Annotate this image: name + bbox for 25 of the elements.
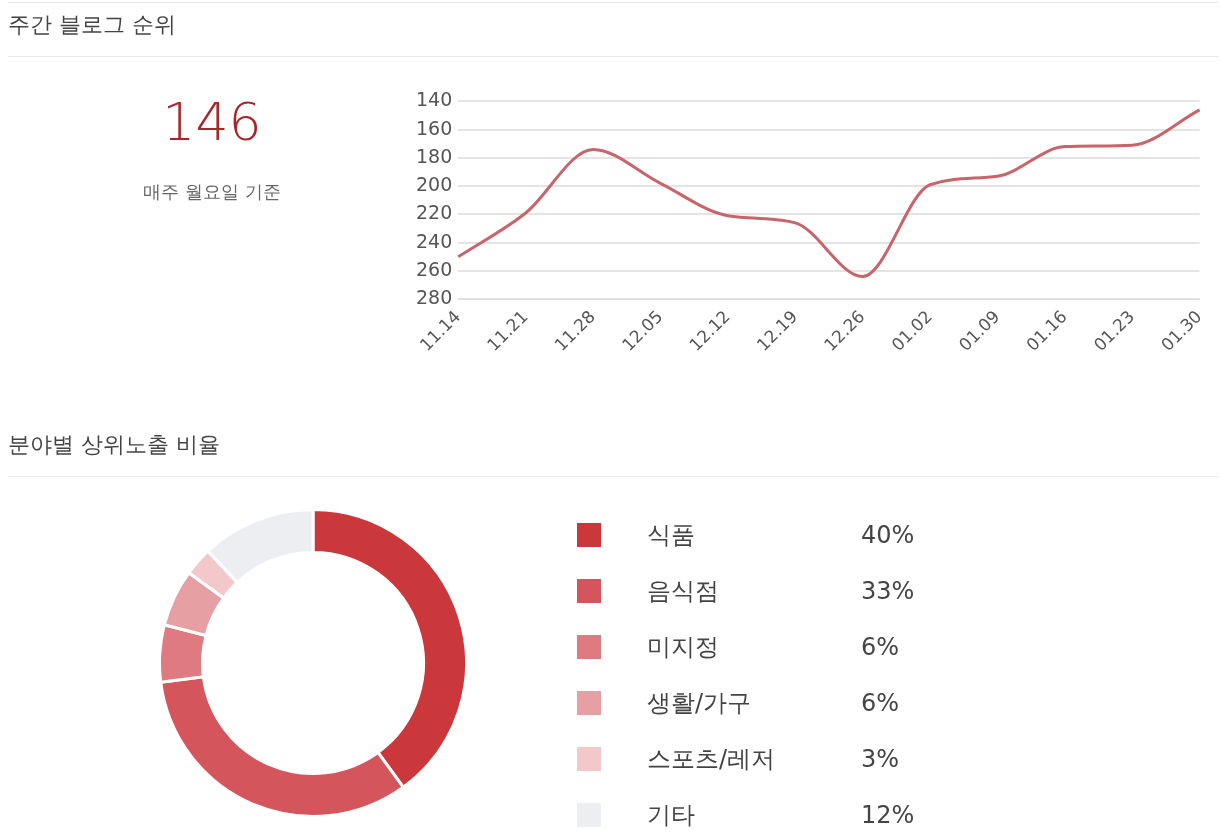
y-tick-label: 140: [416, 88, 453, 111]
y-tick-label: 240: [416, 229, 453, 252]
data-label: 33%: [861, 577, 915, 605]
chart-title: 분야별 상위노출 비율: [8, 431, 220, 459]
legend-label: 미지정: [646, 632, 720, 663]
data-label: 6%: [861, 689, 900, 717]
y-tick-label: 200: [416, 173, 453, 196]
y-tick-label: 260: [416, 257, 453, 280]
legend-label: 생활/가구: [646, 688, 753, 719]
y-tick-label: 220: [416, 201, 453, 224]
text: 146: [161, 92, 263, 152]
y-tick-label: 180: [416, 144, 453, 167]
legend-label: 스포츠/레저: [646, 744, 777, 775]
data-label: 3%: [861, 745, 900, 773]
data-label: 6%: [861, 633, 900, 661]
text: 매주 월요일 기준: [142, 180, 282, 204]
line-series: [456, 108, 1202, 279]
text: 주간 블로그 순위: [8, 11, 176, 39]
y-tick-label: 280: [416, 286, 453, 309]
legend-label: 기타: [646, 800, 696, 831]
legend-label: 음식점: [646, 576, 720, 607]
data-label: 40%: [861, 521, 915, 549]
data-label: 12%: [861, 801, 915, 829]
y-tick-label: 160: [416, 116, 453, 139]
legend-label: 식품: [646, 520, 696, 551]
